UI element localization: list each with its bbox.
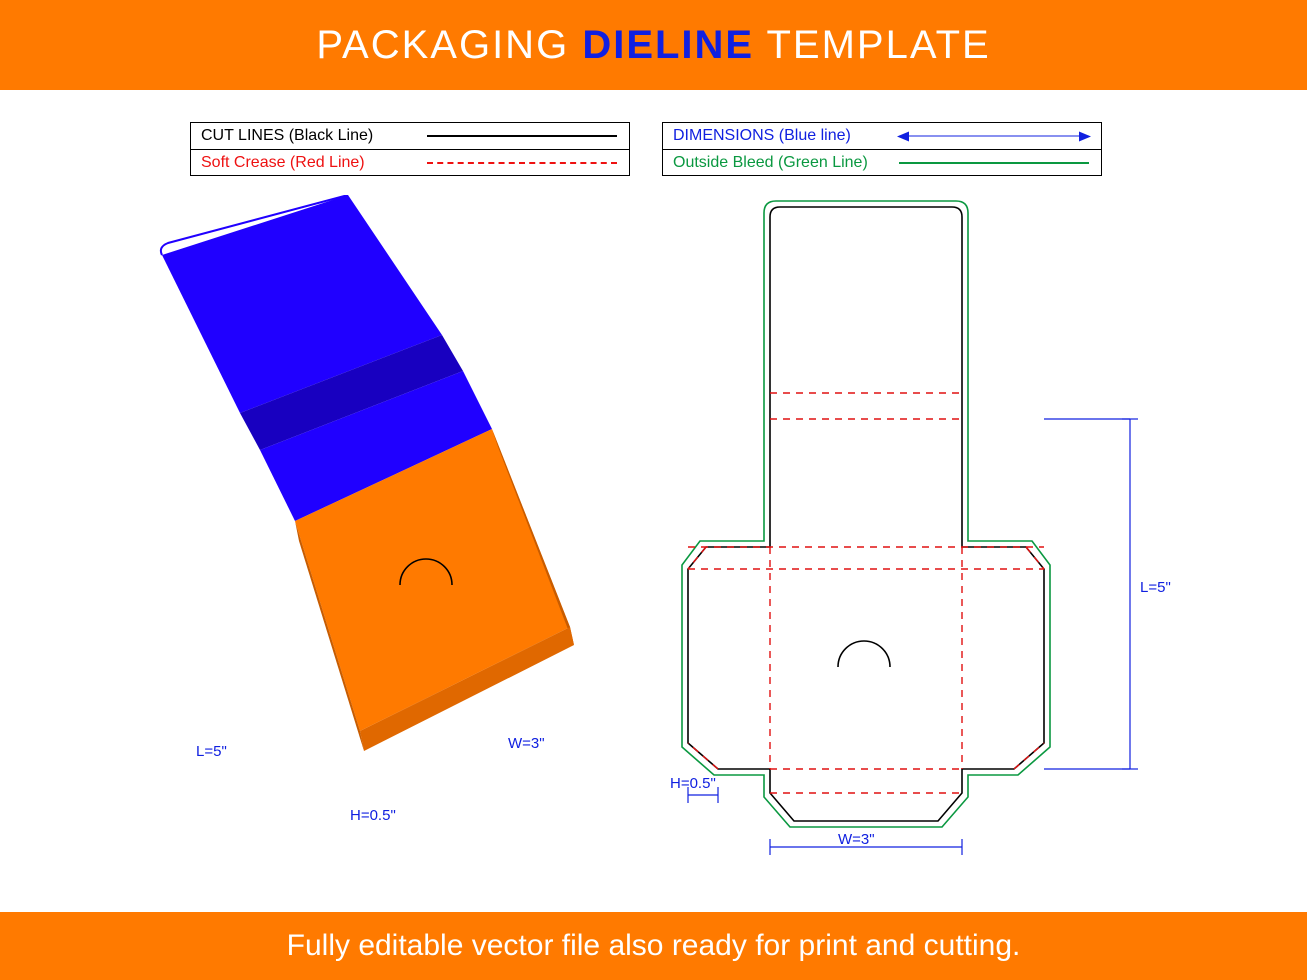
legend-sample-line	[899, 162, 1089, 164]
dieline-flat: L=5" W=3" H=0.5"	[660, 195, 1220, 855]
arrow-left-icon	[897, 132, 909, 142]
dieline-svg	[660, 195, 1220, 855]
legend-label: Soft Crease (Red Line)	[201, 154, 411, 172]
crease-group	[688, 393, 1044, 793]
dim-H-3d: H=0.5"	[350, 807, 396, 824]
legend-label: CUT LINES (Black Line)	[201, 127, 411, 145]
legend-label: DIMENSIONS (Blue line)	[673, 127, 883, 145]
header-word-2: DIELINE	[582, 23, 754, 67]
footer-band: Fully editable vector file also ready fo…	[0, 912, 1307, 980]
render-3d-svg	[100, 195, 620, 855]
render-3d: L=5" W=3" H=0.5"	[100, 195, 620, 855]
legend-right: DIMENSIONS (Blue line) Outside Bleed (Gr…	[662, 122, 1102, 176]
bleed-outline	[682, 201, 1050, 827]
arrow-right-icon	[1079, 132, 1091, 142]
dim-H-flat: H=0.5"	[670, 775, 716, 792]
dim-W-3d: W=3"	[508, 735, 545, 752]
legend-sample-line	[427, 162, 617, 164]
main-area: L=5" W=3" H=0.5"	[0, 185, 1307, 885]
legend-soft-crease: Soft Crease (Red Line)	[191, 149, 629, 175]
dimension-group	[688, 419, 1138, 855]
legend-label: Outside Bleed (Green Line)	[673, 154, 883, 172]
dim-L-3d: L=5"	[196, 743, 227, 760]
thumb-arc	[838, 641, 890, 667]
header-title: PACKAGING DIELINE TEMPLATE	[316, 23, 990, 68]
dim-W-flat: W=3"	[838, 831, 875, 848]
legend-outside-bleed: Outside Bleed (Green Line)	[663, 149, 1101, 175]
legend-left: CUT LINES (Black Line) Soft Crease (Red …	[190, 122, 630, 176]
cut-outline	[688, 207, 1044, 821]
legend-cut-lines: CUT LINES (Black Line)	[191, 123, 629, 149]
dim-L-flat: L=5"	[1140, 579, 1171, 596]
header-band: PACKAGING DIELINE TEMPLATE	[0, 0, 1307, 90]
footer-text: Fully editable vector file also ready fo…	[287, 929, 1021, 963]
header-word-1: PACKAGING	[316, 23, 569, 67]
legend-sample-line	[899, 136, 1089, 137]
legend-sample-line	[427, 135, 617, 137]
header-word-3: TEMPLATE	[767, 23, 991, 67]
legend-row: CUT LINES (Black Line) Soft Crease (Red …	[190, 122, 1102, 176]
legend-dimensions: DIMENSIONS (Blue line)	[663, 123, 1101, 149]
